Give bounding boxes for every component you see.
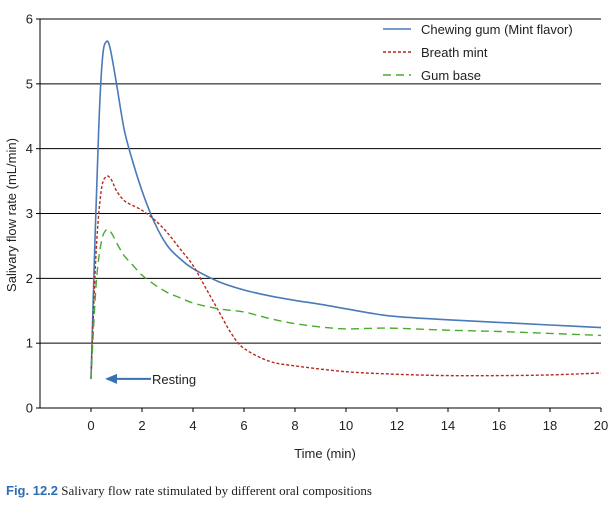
legend-label-0: Chewing gum (Mint flavor): [421, 22, 573, 37]
x-tick-label-8: 8: [291, 418, 298, 433]
x-tick-label-4: 4: [189, 418, 196, 433]
series-line-2: [90, 228, 602, 379]
figure-label: Fig. 12.2: [6, 483, 59, 498]
x-tick-label-6: 6: [240, 418, 247, 433]
legend-label-1: Breath mint: [421, 45, 488, 60]
legend-label-2: Gum base: [421, 68, 481, 83]
x-tick-label-12: 12: [390, 418, 404, 433]
series-lines: [90, 40, 602, 379]
figure-caption: Fig. 12.2 Salivary flow rate stimulated …: [6, 483, 372, 499]
x-tick-label-14: 14: [441, 418, 455, 433]
grid-lines: [40, 18, 601, 344]
series-line-0: [90, 40, 602, 379]
y-axis-label: Salivary flow rate (mL/min): [4, 138, 19, 292]
series-line-1: [90, 175, 602, 379]
legend: Chewing gum (Mint flavor) Breath mint Gum …: [383, 22, 573, 83]
x-tick-label-20: 20: [594, 418, 608, 433]
y-tick-labels: 0 1 2 3 4 5 6: [26, 12, 40, 416]
x-tick-labels: 0 2 4 6 8 10 12 14 16 18 20: [87, 408, 608, 433]
x-tick-label-2: 2: [138, 418, 145, 433]
y-tick-label-3: 3: [26, 206, 33, 221]
x-tick-label-18: 18: [543, 418, 557, 433]
x-tick-label-0: 0: [87, 418, 94, 433]
y-tick-label-0: 0: [26, 401, 33, 416]
y-tick-label-6: 6: [26, 12, 33, 27]
y-tick-label-5: 5: [26, 76, 33, 91]
y-tick-label-1: 1: [26, 336, 33, 351]
x-tick-label-10: 10: [339, 418, 353, 433]
figure-caption-text: Salivary flow rate stimulated by differe…: [61, 483, 372, 498]
y-tick-label-4: 4: [26, 141, 33, 156]
resting-annotation: Resting: [105, 372, 196, 387]
resting-label: Resting: [152, 372, 196, 387]
y-tick-label-2: 2: [26, 271, 33, 286]
resting-arrow-head: [105, 373, 117, 384]
x-axis-label: Time (min): [294, 446, 356, 461]
x-tick-label-16: 16: [492, 418, 506, 433]
